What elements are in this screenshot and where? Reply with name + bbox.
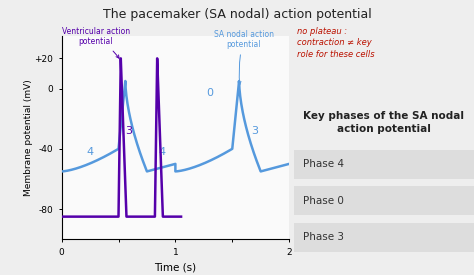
Text: Phase 4: Phase 4 [303,160,344,169]
FancyBboxPatch shape [294,222,474,252]
Text: 0: 0 [206,88,213,98]
Text: 4: 4 [87,147,94,157]
Text: The pacemaker (SA nodal) action potential: The pacemaker (SA nodal) action potentia… [103,8,371,21]
Text: Key phases of the SA nodal
action potential: Key phases of the SA nodal action potent… [303,111,465,134]
Text: Phase 0: Phase 0 [303,196,344,206]
FancyBboxPatch shape [294,186,474,215]
Y-axis label: Membrane potential (mV): Membrane potential (mV) [24,79,33,196]
X-axis label: Time (s): Time (s) [155,262,196,272]
Text: 3: 3 [252,126,259,136]
Text: SA nodal action
potential: SA nodal action potential [214,30,273,85]
Text: Ventricular action
potential: Ventricular action potential [62,27,130,58]
Text: no plateau :
contraction ≠ key
role for these cells: no plateau : contraction ≠ key role for … [298,26,375,59]
FancyBboxPatch shape [294,150,474,179]
Text: 3: 3 [125,126,132,136]
Text: 4: 4 [158,147,165,157]
Text: Phase 3: Phase 3 [303,232,344,242]
